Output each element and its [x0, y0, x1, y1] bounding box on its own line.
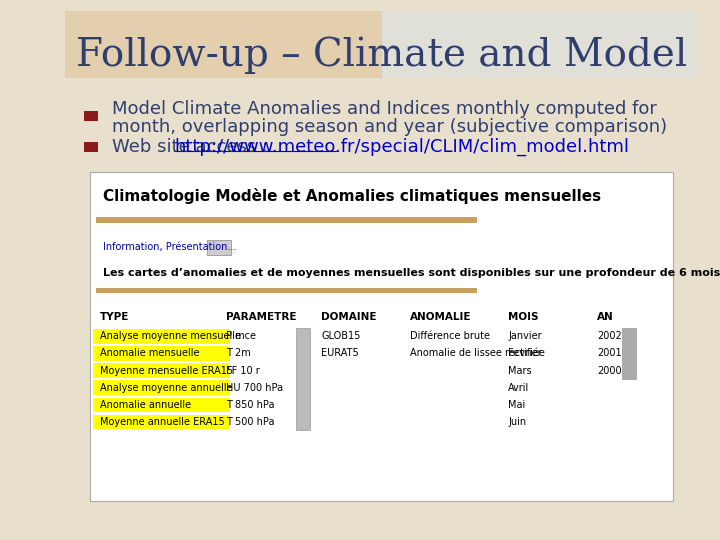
Bar: [296, 328, 310, 430]
Text: T 850 hPa: T 850 hPa: [226, 400, 275, 410]
Text: http://www.meteo.fr/special/CLIM/clim_model.html: http://www.meteo.fr/special/CLIM/clim_mo…: [174, 138, 629, 156]
Text: PARAMETRE: PARAMETRE: [226, 312, 297, 322]
Text: Anomalie mensuelle: Anomalie mensuelle: [99, 348, 199, 359]
Text: EURAT5: EURAT5: [321, 348, 359, 359]
Text: T 2m: T 2m: [226, 348, 251, 359]
Text: MOIS: MOIS: [508, 312, 539, 322]
Text: Différence brute: Différence brute: [410, 332, 490, 341]
Text: Juin: Juin: [508, 417, 526, 427]
Bar: [622, 328, 636, 379]
Text: Analyse moyenne mensuelle: Analyse moyenne mensuelle: [99, 332, 240, 341]
Text: Follow-up – Climate and Model: Follow-up – Climate and Model: [76, 36, 687, 73]
Bar: [96, 288, 477, 293]
Bar: [84, 111, 98, 121]
Text: Mai: Mai: [508, 400, 526, 410]
Text: Moyenne annuelle ERA15: Moyenne annuelle ERA15: [99, 417, 225, 427]
Text: DOMAINE: DOMAINE: [321, 312, 377, 322]
Bar: [65, 11, 698, 78]
Bar: [94, 363, 230, 378]
Text: Mars: Mars: [508, 366, 532, 375]
Text: FF 10 r: FF 10 r: [226, 366, 260, 375]
Text: Climatologie Modèle et Anomalies climatiques mensuelles: Climatologie Modèle et Anomalies climati…: [103, 188, 601, 204]
Bar: [94, 346, 230, 361]
Bar: [65, 11, 382, 78]
Text: HU 700 hPa: HU 700 hPa: [226, 383, 284, 393]
Bar: [84, 142, 98, 152]
Text: Anomalie de lissee rectifiée: Anomalie de lissee rectifiée: [410, 348, 545, 359]
Text: Fevrier: Fevrier: [508, 348, 542, 359]
Text: Les cartes d’anomalies et de moyennes mensuelles sont disponibles sur une profon: Les cartes d’anomalies et de moyennes me…: [103, 268, 720, 278]
Bar: [207, 240, 231, 255]
Bar: [94, 397, 230, 412]
Text: Web site access :: Web site access :: [112, 138, 274, 156]
Text: P mce: P mce: [226, 332, 256, 341]
Text: Model Climate Anomalies and Indices monthly computed for: Model Climate Anomalies and Indices mont…: [112, 100, 657, 118]
Bar: [94, 415, 230, 429]
Text: Analyse moyenne annuelle: Analyse moyenne annuelle: [99, 383, 233, 393]
Bar: [94, 329, 230, 343]
Text: T 500 hPa: T 500 hPa: [226, 417, 275, 427]
Text: Avril: Avril: [508, 383, 530, 393]
Text: month, overlapping season and year (subjective comparison): month, overlapping season and year (subj…: [112, 118, 667, 137]
Text: GLOB15: GLOB15: [321, 332, 361, 341]
Text: 2001: 2001: [597, 348, 621, 359]
Text: Anomalie annuelle: Anomalie annuelle: [99, 400, 191, 410]
Text: 2000: 2000: [597, 366, 621, 375]
Text: 2002: 2002: [597, 332, 622, 341]
Bar: [96, 217, 477, 224]
Text: Janvier: Janvier: [508, 332, 542, 341]
Bar: [94, 380, 230, 395]
Text: TYPE: TYPE: [99, 312, 129, 322]
Text: ANOMALIE: ANOMALIE: [410, 312, 472, 322]
Text: Information, Présentation...: Information, Présentation...: [103, 242, 236, 252]
Text: AN: AN: [597, 312, 613, 322]
Bar: [90, 172, 673, 501]
Text: Moyenne mensuelle ERA15: Moyenne mensuelle ERA15: [99, 366, 233, 375]
Bar: [382, 11, 698, 78]
